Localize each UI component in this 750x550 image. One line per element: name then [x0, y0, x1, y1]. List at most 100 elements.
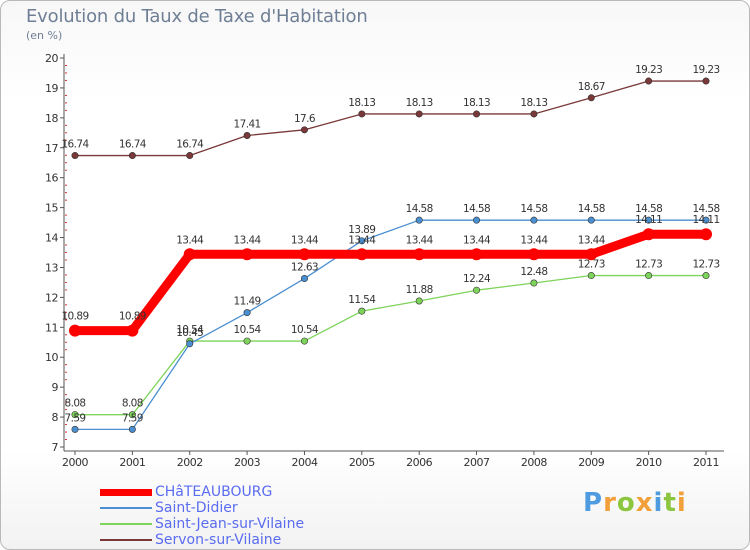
logo-letter: x [635, 488, 654, 518]
y-minor-tick [65, 222, 67, 224]
data-point [358, 237, 366, 245]
data-point [470, 248, 483, 261]
data-point [587, 272, 595, 280]
data-point [300, 275, 308, 283]
x-tick-label: 2000 [62, 456, 88, 469]
chart-title: Evolution du Taux de Taxe d'Habitation [26, 6, 368, 27]
data-point [298, 248, 311, 261]
legend-label: Servon-sur-Vilaine [155, 532, 282, 548]
legend-swatch [100, 523, 152, 525]
y-minor-tick [65, 349, 67, 351]
y-minor-tick [65, 409, 67, 411]
data-label: 12.48 [520, 266, 547, 278]
y-minor-tick [65, 109, 67, 111]
y-tick-label: 20 [45, 52, 58, 65]
data-point [700, 228, 712, 241]
data-label: 17.41 [234, 119, 261, 131]
data-point [473, 216, 481, 224]
y-tick-label: 19 [45, 82, 58, 95]
data-point [473, 286, 481, 294]
y-minor-tick [65, 244, 67, 246]
data-point [530, 110, 538, 118]
y-minor-tick [65, 229, 67, 231]
y-minor-tick [65, 274, 67, 276]
data-label: 13.44 [406, 234, 434, 246]
x-tick-label: 2002 [177, 456, 203, 469]
y-tick-label: 9 [52, 381, 59, 394]
y-minor-tick [65, 102, 67, 104]
data-point [702, 272, 710, 280]
x-tick-label: 2001 [119, 456, 145, 469]
data-label: 18.13 [406, 97, 433, 109]
data-label: 7.59 [65, 412, 86, 424]
y-tick-label: 14 [45, 232, 58, 245]
y-minor-tick [65, 79, 67, 81]
data-point [645, 272, 653, 280]
x-tick-label: 2004 [291, 456, 317, 469]
y-minor-tick [65, 289, 67, 291]
series-line [75, 219, 706, 430]
data-point [702, 216, 710, 224]
legend-item-saint-jean-sur-vilaine: Saint-Jean-sur-Vilaine [100, 516, 304, 532]
data-label: 14.58 [692, 203, 719, 215]
data-label: 10.54 [291, 324, 319, 336]
x-tick-label: 2006 [406, 456, 432, 469]
y-minor-tick [65, 311, 67, 313]
data-label: 12.63 [291, 262, 318, 274]
data-label: 8.08 [65, 398, 86, 410]
data-point [126, 324, 139, 337]
y-tick-label: 8 [52, 411, 59, 424]
data-label: 10.54 [176, 324, 204, 336]
legend-swatch [100, 539, 152, 541]
data-label: 14.11 [635, 214, 662, 226]
x-tick-label: 2005 [349, 456, 375, 469]
logo-letter: i [676, 488, 687, 518]
y-minor-tick [65, 139, 67, 141]
data-point [243, 309, 251, 317]
data-label: 10.45 [176, 327, 203, 339]
y-minor-tick [65, 424, 67, 426]
y-tick-label: 16 [45, 172, 58, 185]
data-label: 13.44 [291, 234, 319, 246]
data-point [587, 216, 595, 224]
y-minor-tick [65, 94, 67, 96]
data-label: 14.58 [635, 203, 662, 215]
data-label: 13.44 [463, 234, 491, 246]
data-label: 13.89 [348, 224, 375, 236]
data-point [243, 132, 251, 140]
data-point [186, 152, 194, 160]
data-label: 10.54 [234, 324, 262, 336]
data-point [128, 152, 136, 160]
data-label: 10.89 [61, 311, 88, 323]
logo-letter: P [583, 488, 604, 518]
y-minor-tick [65, 334, 67, 336]
proxiti-logo[interactable]: Proxiti [583, 488, 687, 518]
data-point [530, 279, 538, 287]
data-point [358, 307, 366, 315]
data-point [473, 110, 481, 118]
legend-item-servon-sur-vilaine: Servon-sur-Vilaine [100, 532, 304, 548]
y-minor-tick [65, 401, 67, 403]
data-label: 13.44 [234, 234, 262, 246]
legend-label: Saint-Jean-sur-Vilaine [155, 516, 305, 532]
data-point [585, 248, 598, 261]
data-point [186, 340, 194, 348]
data-label: 19.23 [635, 64, 662, 76]
y-minor-tick [65, 214, 67, 216]
y-minor-tick [65, 72, 67, 74]
data-label: 18.13 [520, 97, 547, 109]
data-label: 14.58 [520, 203, 547, 215]
y-minor-tick [65, 304, 67, 306]
legend-item-chateaubourg: CHâTEAUBOURG [100, 484, 304, 500]
data-label: 12.73 [692, 259, 719, 271]
data-label: 16.74 [176, 139, 204, 151]
series-line [75, 229, 706, 336]
data-label: 14.58 [578, 203, 605, 215]
y-minor-tick [65, 154, 67, 156]
data-point [415, 216, 423, 224]
data-point [71, 152, 79, 160]
data-label: 13.44 [348, 234, 376, 246]
y-minor-tick [65, 259, 67, 261]
series-line [75, 80, 706, 157]
